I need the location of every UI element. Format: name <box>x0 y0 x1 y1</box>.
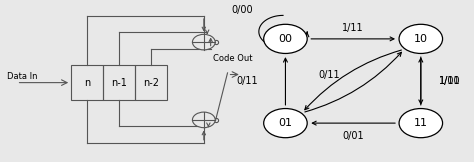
Text: Data In: Data In <box>7 72 37 81</box>
Text: n-1: n-1 <box>111 78 127 88</box>
Text: 0/00: 0/00 <box>231 5 253 15</box>
Text: 11: 11 <box>414 118 428 128</box>
Circle shape <box>192 34 215 50</box>
Circle shape <box>264 109 307 138</box>
Text: 0/11: 0/11 <box>318 69 340 80</box>
Text: 00: 00 <box>278 34 292 44</box>
Circle shape <box>399 24 443 53</box>
Circle shape <box>264 24 307 53</box>
Bar <box>135 65 167 100</box>
Text: n-2: n-2 <box>143 78 159 88</box>
Circle shape <box>192 112 215 128</box>
Text: Code Out: Code Out <box>213 54 253 63</box>
Text: 10: 10 <box>414 34 428 44</box>
Text: n: n <box>84 78 90 88</box>
Text: 0/11: 0/11 <box>236 76 257 86</box>
Bar <box>103 65 135 100</box>
Text: 1/11: 1/11 <box>342 23 364 33</box>
Text: 01: 01 <box>278 118 292 128</box>
Text: 1/10: 1/10 <box>439 76 461 86</box>
Bar <box>71 65 103 100</box>
Circle shape <box>399 109 443 138</box>
Text: 0/01: 0/01 <box>342 131 364 141</box>
Text: 1/01: 1/01 <box>439 76 461 86</box>
